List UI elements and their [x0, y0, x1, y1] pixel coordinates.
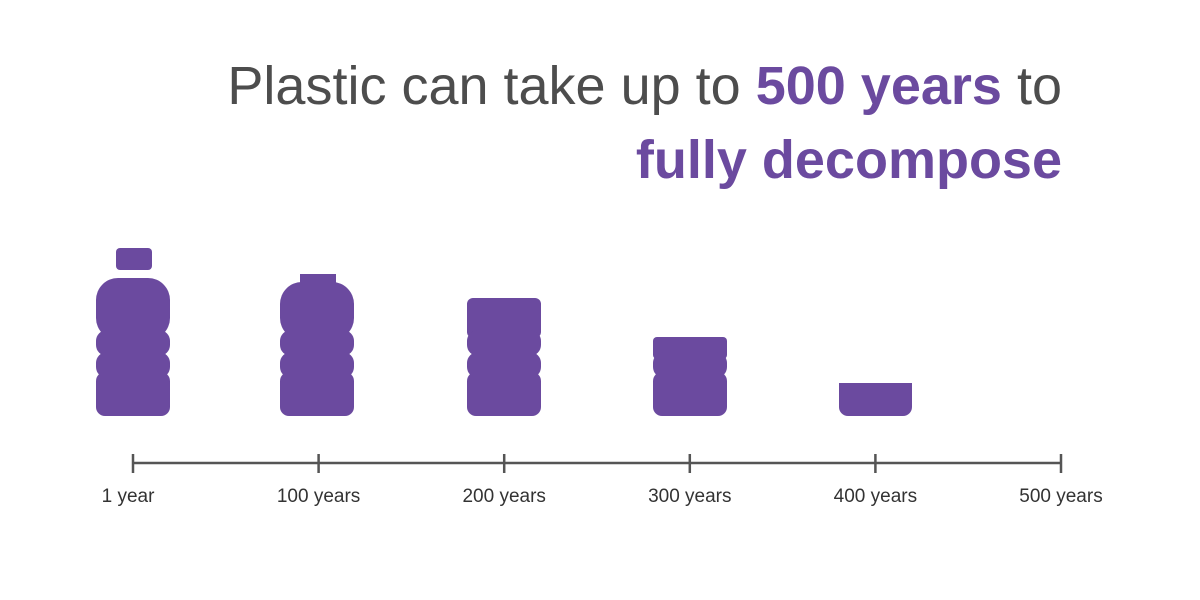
timeline-label: 1 year — [102, 486, 155, 507]
timeline-label: 500 years — [1019, 486, 1102, 507]
timeline-label: 100 years — [277, 486, 360, 507]
bottle-full — [96, 248, 170, 416]
timeline-label: 200 years — [462, 486, 545, 507]
bottle-100 — [280, 274, 354, 416]
bottle-300 — [653, 337, 727, 416]
title-line-1: Plastic can take up to 500 years to — [62, 56, 1062, 116]
title-tail: to — [1001, 56, 1062, 116]
timeline-ticks: 1 year 100 years 200 years 300 years 400 yea… — [102, 454, 1103, 507]
title-highlight: 500 years — [755, 56, 1002, 116]
title-line-2: fully decompose — [635, 130, 1062, 190]
timeline-label: 400 years — [834, 486, 917, 507]
bottle-400 — [839, 383, 912, 416]
bottle-200 — [467, 298, 541, 416]
title-lead: Plastic can take up to — [227, 56, 756, 116]
timeline-label: 300 years — [648, 486, 731, 507]
